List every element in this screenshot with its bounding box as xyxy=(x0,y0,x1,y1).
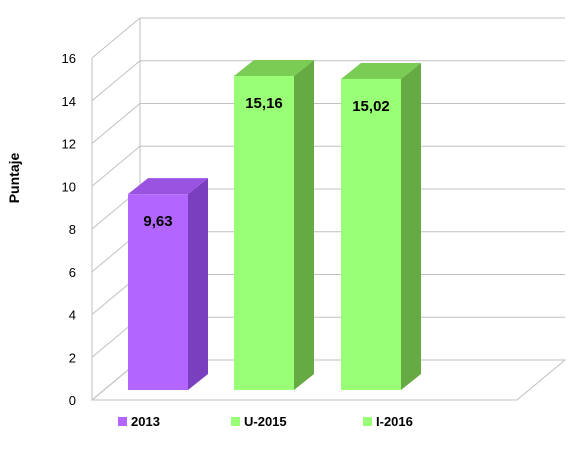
y-axis-label: Puntaje xyxy=(6,153,22,204)
y-tick-label: 2 xyxy=(69,350,76,365)
bar-I-2016: 15,02 xyxy=(341,62,421,390)
legend-label: 2013 xyxy=(131,414,160,429)
y-tick-label: 10 xyxy=(62,179,76,194)
y-axis-ticks: 0 2 4 6 8 10 12 14 16 xyxy=(62,51,76,408)
data-label: 15,16 xyxy=(245,95,283,112)
y-tick-label: 12 xyxy=(62,137,76,152)
bar-top xyxy=(341,62,421,79)
legend-item-I-2016: I-2016 xyxy=(363,414,413,429)
floor xyxy=(90,359,567,401)
gridline-diag xyxy=(91,103,141,144)
y-tick-label: 14 xyxy=(62,94,76,109)
bars: 9,63 15,16 15,02 xyxy=(128,59,421,390)
bar-side xyxy=(401,62,421,390)
legend-item-2013: 2013 xyxy=(118,414,160,429)
data-label: 15,02 xyxy=(352,98,390,115)
legend-swatch xyxy=(363,417,372,426)
bar-top xyxy=(128,178,208,195)
y-tick-label: 4 xyxy=(69,308,76,323)
bar-front xyxy=(128,194,188,390)
legend-label: U-2015 xyxy=(244,414,287,429)
gridline-diag xyxy=(91,145,141,187)
bar-2013: 9,63 xyxy=(128,178,208,390)
y-tick-label: 0 xyxy=(69,393,76,408)
data-label: 9,63 xyxy=(143,213,172,230)
legend-item-U-2015: U-2015 xyxy=(231,414,287,429)
y-tick-label: 16 xyxy=(62,51,76,66)
gridline-diag xyxy=(91,17,141,59)
legend-label: I-2016 xyxy=(376,414,413,429)
gridline-diag xyxy=(91,60,141,102)
bar-side xyxy=(188,178,208,390)
legend-swatch xyxy=(231,417,240,426)
legend-swatch xyxy=(118,417,127,426)
y-tick-label: 8 xyxy=(69,222,76,237)
y-tick-label: 6 xyxy=(69,265,76,280)
legend: 2013 U-2015 I-2016 xyxy=(118,414,413,429)
bar-U-2015: 15,16 xyxy=(234,59,314,390)
bar-front xyxy=(234,75,294,390)
bar-side xyxy=(294,59,314,390)
bar-top xyxy=(234,59,314,76)
bar-front xyxy=(341,78,401,390)
